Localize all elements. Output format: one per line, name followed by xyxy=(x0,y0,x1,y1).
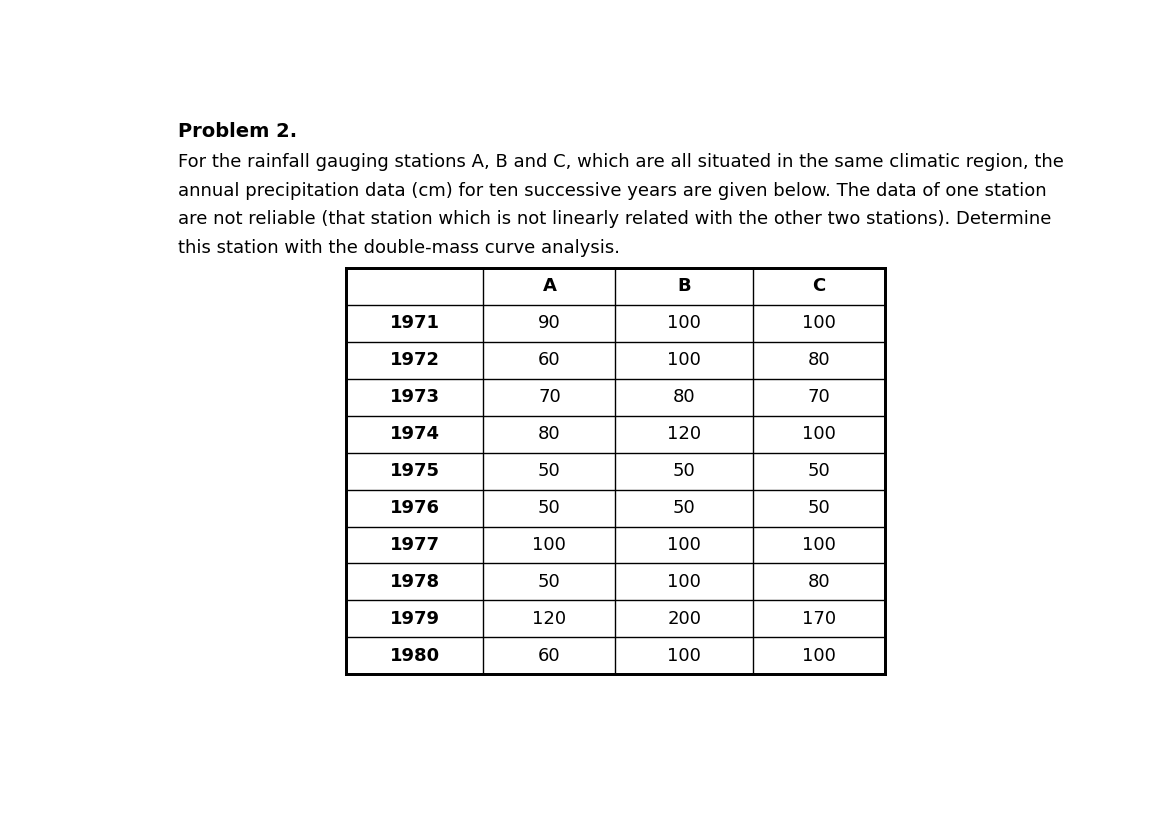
Text: 80: 80 xyxy=(538,425,560,443)
Text: 50: 50 xyxy=(673,499,696,517)
Text: 1976: 1976 xyxy=(390,499,440,517)
Text: 80: 80 xyxy=(807,351,831,370)
Text: 100: 100 xyxy=(803,536,837,554)
Text: 60: 60 xyxy=(538,351,560,370)
Text: 80: 80 xyxy=(673,388,696,406)
Text: 120: 120 xyxy=(667,425,701,443)
Text: 100: 100 xyxy=(803,647,837,665)
Text: A: A xyxy=(543,277,557,295)
Text: 120: 120 xyxy=(532,609,566,628)
Text: 1971: 1971 xyxy=(390,314,440,332)
Text: 50: 50 xyxy=(807,462,831,480)
Text: 50: 50 xyxy=(538,573,560,591)
Text: 50: 50 xyxy=(538,499,560,517)
Text: 100: 100 xyxy=(803,314,837,332)
Text: 70: 70 xyxy=(538,388,560,406)
Text: B: B xyxy=(677,277,691,295)
Text: 100: 100 xyxy=(667,536,701,554)
Text: 100: 100 xyxy=(667,314,701,332)
Text: 1979: 1979 xyxy=(390,609,440,628)
Text: 50: 50 xyxy=(673,462,696,480)
Text: 50: 50 xyxy=(538,462,560,480)
Text: C: C xyxy=(812,277,826,295)
Text: 100: 100 xyxy=(803,425,837,443)
Text: Problem 2.: Problem 2. xyxy=(178,122,297,141)
Text: 100: 100 xyxy=(667,647,701,665)
Text: 200: 200 xyxy=(667,609,701,628)
Text: 1974: 1974 xyxy=(390,425,440,443)
Text: 100: 100 xyxy=(532,536,566,554)
Text: 60: 60 xyxy=(538,647,560,665)
Text: 1975: 1975 xyxy=(390,462,440,480)
Text: 170: 170 xyxy=(803,609,837,628)
Text: 70: 70 xyxy=(807,388,831,406)
Text: 100: 100 xyxy=(667,573,701,591)
Text: 1978: 1978 xyxy=(390,573,440,591)
Text: For the rainfall gauging stations A, B and C, which are all situated in the same: For the rainfall gauging stations A, B a… xyxy=(178,153,1064,257)
Text: 1980: 1980 xyxy=(390,647,440,665)
Text: 100: 100 xyxy=(667,351,701,370)
Text: 1973: 1973 xyxy=(390,388,440,406)
Text: 50: 50 xyxy=(807,499,831,517)
Text: 90: 90 xyxy=(538,314,560,332)
Text: 1972: 1972 xyxy=(390,351,440,370)
Text: 80: 80 xyxy=(807,573,831,591)
Text: 1977: 1977 xyxy=(390,536,440,554)
